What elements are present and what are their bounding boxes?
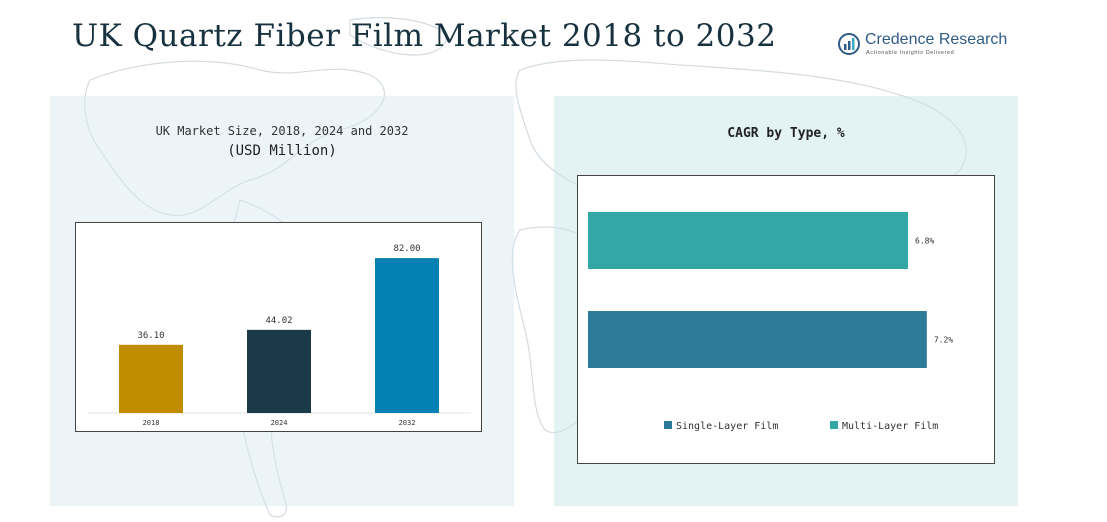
bar-single-layer-film (588, 311, 927, 368)
market-size-unit: (USD Million) (227, 143, 337, 159)
logo-bars-icon (838, 33, 860, 55)
market-size-bar-chart: 36.10 2018 44.02 2024 82.00 2032 (88, 244, 471, 427)
data-label-2032: 82.00 (393, 244, 420, 254)
tick-label-2018: 2018 (143, 419, 160, 427)
cagr-bar-chart: 6.8% 7.2% (588, 212, 953, 368)
cagr-subtitle: CAGR by Type, % (727, 126, 845, 141)
legend-swatch-multi-layer (830, 421, 838, 429)
page-title: UK Quartz Fiber Film Market 2018 to 2032 (72, 18, 777, 54)
bar-2032 (375, 258, 439, 413)
tick-label-2032: 2032 (399, 419, 416, 427)
market-size-subtitle: UK Market Size, 2018, 2024 and 2032 (155, 124, 409, 138)
logo-name: Credence Research (865, 31, 1008, 48)
legend-label-multi-layer: Multi-Layer Film (842, 421, 939, 432)
legend-label-single-layer: Single-Layer Film (676, 421, 779, 432)
logo-tagline: Actionable Insights Delivered (866, 50, 955, 56)
data-label-multi-layer-film: 6.8% (915, 237, 934, 246)
bar-2018 (119, 344, 183, 413)
legend-swatch-single-layer (664, 421, 672, 429)
bar-2024 (247, 329, 311, 413)
legend-single-layer: Single-Layer Film (664, 421, 778, 432)
credence-research-logo: Credence Research Actionable Insights De… (838, 31, 1008, 59)
bar-multi-layer-film (588, 212, 908, 269)
data-label-2024: 44.02 (265, 316, 292, 326)
data-label-single-layer-film: 7.2% (934, 336, 953, 345)
legend-multi-layer: Multi-Layer Film (830, 421, 938, 432)
market-size-chart-frame: 36.10 2018 44.02 2024 82.00 2032 (75, 222, 482, 432)
cagr-chart-frame: 6.8% 7.2% (577, 175, 995, 464)
tick-label-2024: 2024 (271, 419, 288, 427)
data-label-2018: 36.10 (137, 331, 164, 341)
